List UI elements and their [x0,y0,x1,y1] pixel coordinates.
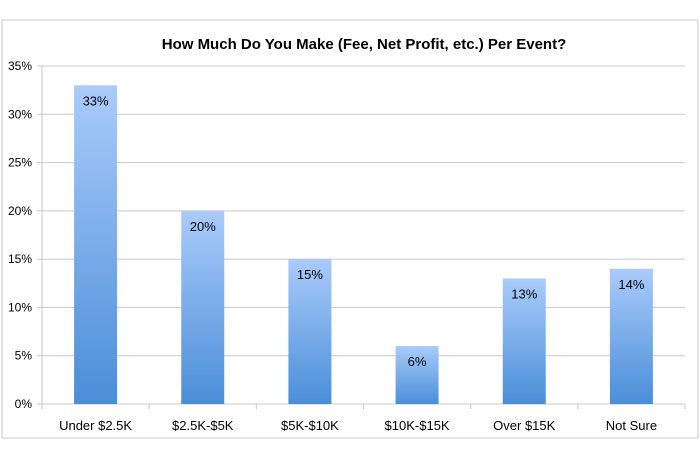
x-tick-label: Not Sure [606,418,657,433]
x-tick-label: $2.5K-$5K [172,418,234,433]
data-label: 20% [190,219,216,234]
chart-title: How Much Do You Make (Fee, Net Profit, e… [162,36,567,53]
data-label: 13% [511,286,537,301]
x-tick-label: $5K-$10K [281,418,339,433]
data-label: 33% [83,93,109,108]
bar [609,268,653,404]
bar [288,259,332,404]
y-tick-label: 20% [8,204,32,218]
x-tick-label: $10K-$15K [385,418,450,433]
y-tick-label: 35% [8,59,32,73]
data-label: 15% [297,267,323,282]
y-tick-label: 5% [15,349,33,363]
bar [502,278,546,404]
y-tick-label: 15% [8,252,32,266]
y-tick-label: 30% [8,107,32,121]
y-tick-label: 25% [8,156,32,170]
chart-border [1,19,699,439]
data-label: 14% [618,277,644,292]
x-tick-label: Under $2.5K [59,418,132,433]
bar [395,346,439,404]
bar [181,210,225,404]
y-tick-label: 0% [15,397,33,411]
y-tick-label: 10% [8,300,32,314]
x-tick-label: Over $15K [493,418,555,433]
bar [74,85,118,405]
data-label: 6% [408,354,427,369]
